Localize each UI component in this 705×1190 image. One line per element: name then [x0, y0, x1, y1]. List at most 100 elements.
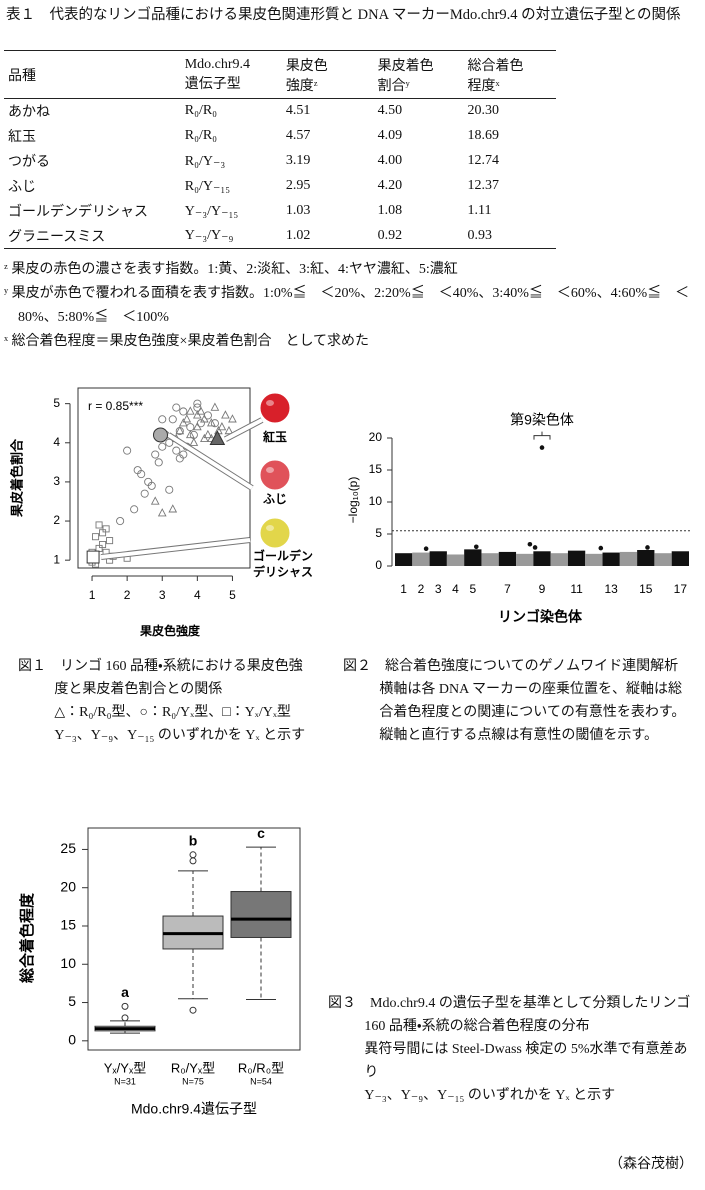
point: [423, 546, 429, 552]
point: [157, 508, 167, 517]
caption-title: 図１ リンゴ 160 品種・系統における果皮色強度と果皮着色割合との関係: [18, 659, 303, 697]
header-cell: 果皮着色 割合ʸ: [374, 51, 464, 99]
chromosome-band: [516, 553, 534, 566]
table-cell: 12.37: [467, 178, 500, 193]
table-row: グラニースミス Y₋₃/Y₋₉ 1.02 0.92 0.93: [4, 224, 556, 249]
header-text: 強度ᶻ: [285, 78, 318, 94]
outlier: [189, 1006, 197, 1014]
chromosome-band: [498, 551, 517, 566]
table-caption: 表１ 代表的なリンゴ品種における果皮色関連形質と DNA マーカーMdo.chr…: [6, 7, 681, 23]
point: [151, 450, 160, 459]
point: [209, 430, 226, 446]
table-cell: 3.19: [285, 153, 311, 168]
apple-image: [259, 517, 291, 549]
header-text: 総合着色: [467, 58, 524, 74]
x-tick-label: Yₓ/Yₓ型: [104, 1060, 147, 1075]
point: [224, 425, 234, 435]
figure-caption: 図２ 総合着色強度についてのゲノムワイド連関解析 横軸は各 DNA マーカーの座乗…: [343, 655, 695, 747]
chromosome-band: [412, 552, 430, 566]
x-tick-label: 5: [229, 588, 236, 602]
x-tick-label: 4: [194, 588, 201, 602]
header-text: 遺伝子型: [184, 76, 241, 92]
author: （森谷茂樹）: [609, 1157, 693, 1172]
x-axis-title: 果皮色強度: [139, 623, 200, 638]
group-letter: b: [189, 832, 198, 848]
n-label: N=54: [250, 1076, 272, 1086]
point: [175, 425, 185, 435]
annotation: r = 0.85***: [88, 399, 143, 413]
point: [165, 485, 174, 494]
point: [152, 427, 168, 443]
y-tick-label: 2: [53, 513, 60, 527]
caption-text: 異符号間には Steel-Dwass 検定の 5%水準で有意差あり: [364, 1042, 688, 1080]
table-cell: Y₋₃/Y₋₉: [184, 228, 234, 244]
point: [154, 458, 163, 467]
point: [168, 415, 177, 424]
point: [645, 545, 650, 550]
chromosome-band: [464, 549, 482, 566]
y-tick-label: 0: [68, 1032, 76, 1048]
point: [527, 541, 533, 547]
x-tick-label: 15: [639, 582, 653, 596]
x-tick-label: 2: [124, 588, 131, 602]
x-tick-label: 5: [469, 582, 476, 596]
chromosome-band: [446, 554, 465, 566]
y-tick-label: 10: [369, 494, 383, 508]
n-label: N=75: [182, 1076, 204, 1086]
y-tick-label: 20: [60, 878, 76, 894]
point: [217, 422, 227, 431]
x-tick-label: 4: [452, 582, 459, 596]
point: [158, 415, 167, 424]
table-cell: 0.92: [377, 227, 403, 243]
point: [532, 545, 538, 550]
note: ˣ 総合着色程度＝果皮色強度×果皮着色割合 として求めた: [4, 334, 370, 349]
y-tick-label: 10: [60, 955, 76, 971]
apple-image: [259, 459, 291, 491]
table-cell: R₀/R₀: [184, 128, 218, 143]
chromosome-band: [637, 550, 655, 566]
point: [172, 403, 181, 412]
x-axis-title: リンゴ染色体: [498, 609, 583, 625]
caption-text: △：R₀/R₀型、○：R₀/Yₓ型、□：Yₓ/Yₓ型: [54, 705, 291, 720]
point: [175, 426, 184, 436]
y-axis-title: −log₁₀(p): [346, 477, 360, 524]
bracket: [533, 431, 551, 440]
point: [99, 541, 107, 549]
plot-frame: [87, 827, 301, 1051]
caption-text: 横軸は各 DNA マーカーの座乗位置を、縦軸は総合着色程度との関連についての有意…: [379, 682, 686, 743]
table-cell: 18.69: [467, 128, 500, 143]
y-tick-label: 3: [53, 474, 60, 488]
chromosome-band: [429, 551, 447, 566]
box: [230, 891, 292, 938]
x-tick-label: 2: [418, 582, 425, 596]
point: [95, 544, 103, 552]
point: [95, 521, 103, 529]
point: [86, 550, 100, 564]
table-cell: 1.08: [377, 203, 403, 218]
group-letter: c: [257, 825, 265, 841]
chromosome-band: [602, 552, 620, 566]
arrow: [100, 538, 251, 560]
x-tick-label: R₀/Yₓ型: [171, 1060, 215, 1075]
point: [182, 414, 192, 423]
figure-caption: 図１ リンゴ 160 品種・系統における果皮色強度と果皮着色割合との関係 △：R₀…: [18, 655, 316, 747]
y-tick-label: 15: [369, 462, 383, 476]
header-text: 果皮色: [285, 58, 328, 74]
apple-highlight: [266, 400, 274, 406]
table-cell: 1.03: [285, 203, 311, 218]
chromosome-band: [671, 551, 689, 566]
point: [193, 410, 202, 419]
point: [144, 477, 153, 486]
chromosome-band: [619, 551, 638, 566]
y-tick-label: 25: [60, 840, 76, 856]
table-row: 紅玉 R₀/R₀ 4.57 4.09 18.69: [4, 124, 556, 149]
y-axis-title: 果皮着色割合: [9, 438, 24, 518]
n-label: N=31: [114, 1076, 136, 1086]
highlight-label: デリシャス: [253, 564, 313, 579]
caption-text: Y₋₃、Y₋₉、Y₋₁₅ のいずれかを Yₓ と示す: [364, 1088, 616, 1103]
table-row: ふじ R₀/Y₋₁₅ 2.95 4.20 12.37: [4, 174, 556, 199]
chromosome-band: [654, 553, 672, 566]
point: [140, 489, 149, 498]
table-cell: R₀/Y₋₃: [184, 153, 226, 169]
